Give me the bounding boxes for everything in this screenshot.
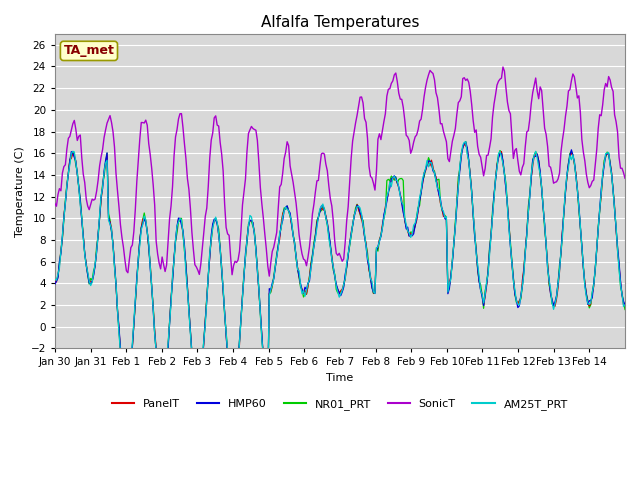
AM25T_PRT <box>122 394 130 399</box>
Line: NR01_PRT: NR01_PRT <box>55 142 625 393</box>
AM25T_PRT <box>70 149 78 155</box>
SonicT <box>70 118 78 123</box>
NR01_PRT <box>88 277 96 283</box>
Line: PanelT: PanelT <box>55 144 625 392</box>
AM25T_PRT <box>346 242 353 248</box>
PanelT <box>51 278 59 284</box>
PanelT <box>460 141 468 147</box>
HMP60 <box>620 299 627 304</box>
HMP60 <box>264 391 271 397</box>
HMP60 <box>346 240 353 246</box>
Legend: PanelT, HMP60, NR01_PRT, SonicT, AM25T_PRT: PanelT, HMP60, NR01_PRT, SonicT, AM25T_P… <box>108 395 572 415</box>
NR01_PRT <box>545 282 553 288</box>
AM25T_PRT <box>545 277 553 283</box>
PanelT <box>621 303 629 309</box>
NR01_PRT <box>621 307 629 312</box>
Line: HMP60: HMP60 <box>55 142 625 394</box>
HMP60 <box>462 139 470 145</box>
HMP60 <box>621 302 629 308</box>
NR01_PRT <box>51 280 59 286</box>
AM25T_PRT <box>462 139 470 144</box>
HMP60 <box>51 281 59 287</box>
SonicT <box>459 76 467 82</box>
AM25T_PRT <box>88 279 96 285</box>
PanelT <box>88 279 96 285</box>
AM25T_PRT <box>621 302 629 308</box>
SonicT <box>266 273 273 279</box>
NR01_PRT <box>462 139 470 144</box>
NR01_PRT <box>620 300 627 306</box>
AM25T_PRT <box>459 142 467 148</box>
SonicT <box>88 196 96 202</box>
X-axis label: Time: Time <box>326 373 354 383</box>
NR01_PRT <box>194 390 202 396</box>
AM25T_PRT <box>51 276 59 282</box>
NR01_PRT <box>459 144 467 150</box>
HMP60 <box>459 145 467 151</box>
PanelT <box>545 280 553 286</box>
Text: TA_met: TA_met <box>63 44 115 58</box>
HMP60 <box>88 278 96 284</box>
SonicT <box>545 163 553 169</box>
SonicT <box>620 170 627 176</box>
PanelT <box>346 241 353 247</box>
PanelT <box>70 153 78 159</box>
PanelT <box>620 302 627 308</box>
SonicT <box>499 64 507 70</box>
HMP60 <box>545 277 553 283</box>
NR01_PRT <box>70 152 78 158</box>
SonicT <box>621 175 629 181</box>
SonicT <box>51 201 59 206</box>
HMP60 <box>70 155 78 160</box>
Line: SonicT: SonicT <box>55 67 625 276</box>
SonicT <box>346 180 353 185</box>
PanelT <box>459 145 467 151</box>
NR01_PRT <box>346 243 353 249</box>
Line: AM25T_PRT: AM25T_PRT <box>55 142 625 396</box>
AM25T_PRT <box>620 304 627 310</box>
Y-axis label: Temperature (C): Temperature (C) <box>15 146 25 237</box>
PanelT <box>194 389 202 395</box>
Title: Alfalfa Temperatures: Alfalfa Temperatures <box>260 15 419 30</box>
